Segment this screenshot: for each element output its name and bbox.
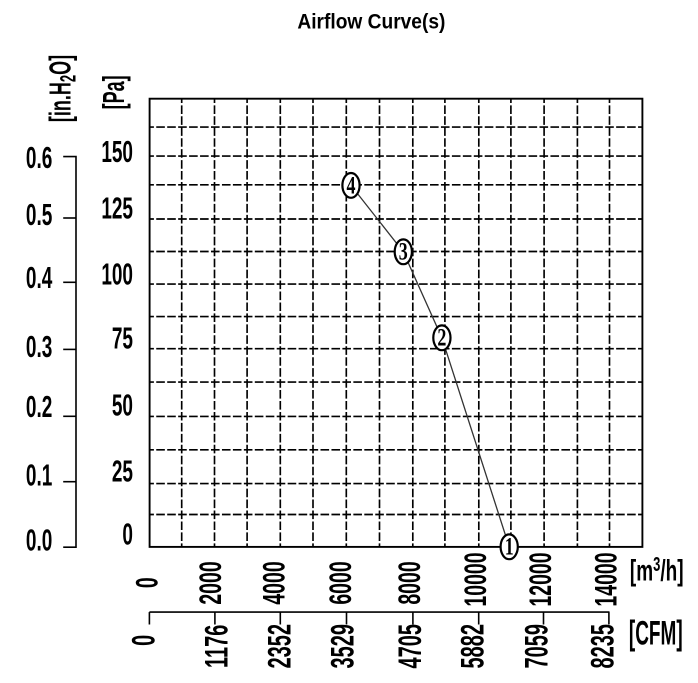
svg-text:[m3/h]: [m3/h] [630, 553, 684, 588]
svg-text:14000: 14000 [588, 552, 624, 606]
svg-text:10000: 10000 [457, 552, 493, 606]
svg-text:5882: 5882 [455, 624, 491, 668]
svg-text:25: 25 [112, 455, 133, 489]
svg-text:[in.H2O]: [in.H2O] [43, 55, 80, 122]
svg-text:[CFM]: [CFM] [629, 614, 683, 652]
svg-text:2: 2 [437, 324, 446, 351]
svg-text:4000: 4000 [256, 561, 292, 604]
svg-text:4705: 4705 [392, 624, 428, 669]
svg-text:0.3: 0.3 [26, 330, 52, 364]
svg-text:1176: 1176 [199, 625, 235, 668]
svg-text:2000: 2000 [192, 561, 228, 604]
svg-text:0: 0 [129, 577, 165, 588]
svg-text:125: 125 [101, 192, 133, 226]
svg-text:7059: 7059 [519, 624, 555, 668]
svg-text:50: 50 [112, 389, 133, 423]
svg-text:0: 0 [126, 635, 162, 646]
svg-text:4: 4 [347, 172, 356, 199]
svg-text:0.0: 0.0 [26, 524, 52, 558]
svg-text:100: 100 [101, 258, 133, 292]
svg-text:8235: 8235 [585, 624, 621, 669]
svg-text:0.2: 0.2 [26, 391, 52, 425]
svg-text:0.1: 0.1 [26, 459, 52, 493]
svg-text:1: 1 [505, 533, 514, 560]
svg-text:2352: 2352 [262, 624, 298, 668]
svg-text:0: 0 [122, 518, 133, 552]
svg-text:6000: 6000 [322, 561, 358, 604]
svg-text:12000: 12000 [522, 552, 558, 606]
svg-text:75: 75 [112, 322, 133, 356]
svg-text:150: 150 [101, 136, 133, 170]
svg-text:3529: 3529 [325, 624, 361, 668]
svg-text:8000: 8000 [391, 561, 427, 604]
svg-text:0.6: 0.6 [26, 141, 52, 175]
svg-text:0.5: 0.5 [26, 199, 52, 233]
svg-text:Airflow Curve(s): Airflow Curve(s) [297, 10, 445, 34]
svg-text:0.4: 0.4 [26, 262, 52, 296]
svg-text:[Pa]: [Pa] [97, 75, 131, 109]
svg-text:3: 3 [399, 238, 408, 265]
